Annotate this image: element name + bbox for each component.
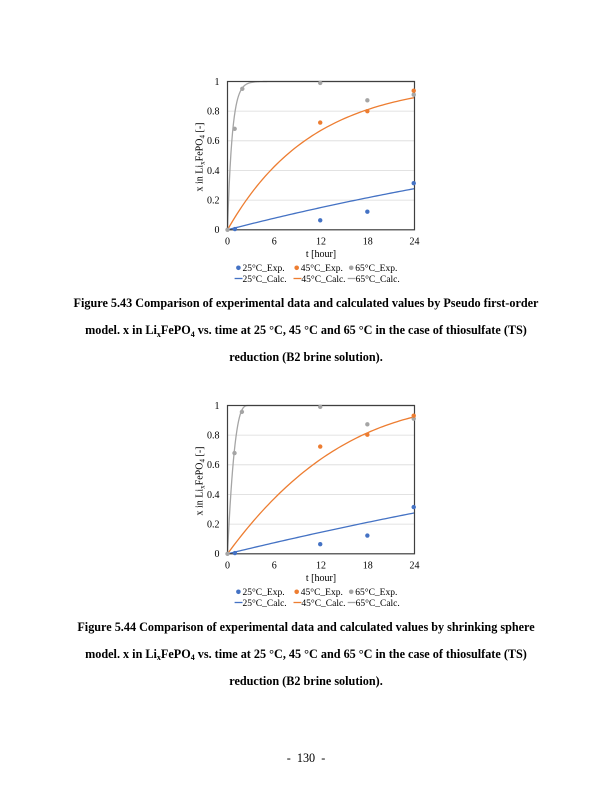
- svg-text:65°C_Exp.: 65°C_Exp.: [355, 263, 397, 274]
- svg-text:0: 0: [215, 225, 220, 236]
- svg-text:45°C_Calc.: 45°C_Calc.: [301, 598, 345, 609]
- svg-text:65°C_Exp.: 65°C_Exp.: [355, 587, 397, 598]
- svg-text:0.6: 0.6: [207, 460, 220, 471]
- svg-text:x in LixFePO4 [-]: x in LixFePO4 [-]: [195, 447, 207, 516]
- svg-text:18: 18: [363, 237, 373, 248]
- svg-text:t [hour]: t [hour]: [306, 573, 336, 584]
- svg-text:0.6: 0.6: [207, 136, 220, 147]
- svg-text:24: 24: [410, 561, 420, 572]
- svg-text:x in LixFePO4 [-]: x in LixFePO4 [-]: [195, 123, 207, 192]
- svg-text:0: 0: [225, 561, 230, 572]
- svg-text:6: 6: [272, 561, 277, 572]
- svg-text:0.4: 0.4: [207, 166, 220, 177]
- svg-text:25°C_Calc.: 25°C_Calc.: [243, 598, 287, 609]
- svg-text:45°C_Exp.: 45°C_Exp.: [301, 263, 343, 274]
- svg-text:6: 6: [272, 237, 277, 248]
- svg-text:1: 1: [215, 401, 220, 412]
- svg-text:1: 1: [215, 77, 220, 88]
- svg-text:0.2: 0.2: [207, 196, 220, 207]
- svg-text:65°C_Calc.: 65°C_Calc.: [356, 274, 400, 285]
- svg-text:65°C_Calc.: 65°C_Calc.: [356, 598, 400, 609]
- svg-text:0.8: 0.8: [207, 431, 220, 442]
- svg-text:45°C_Exp.: 45°C_Exp.: [301, 587, 343, 598]
- svg-text:0: 0: [215, 549, 220, 560]
- svg-text:25°C_Calc.: 25°C_Calc.: [243, 274, 287, 285]
- svg-text:12: 12: [316, 237, 326, 248]
- svg-text:t [hour]: t [hour]: [306, 249, 336, 260]
- svg-text:18: 18: [363, 561, 373, 572]
- svg-text:12: 12: [316, 561, 326, 572]
- svg-text:0.4: 0.4: [207, 490, 220, 501]
- svg-text:25°C_Exp.: 25°C_Exp.: [243, 263, 285, 274]
- svg-text:0.8: 0.8: [207, 107, 220, 118]
- svg-text:25°C_Exp.: 25°C_Exp.: [243, 587, 285, 598]
- svg-text:24: 24: [410, 237, 420, 248]
- svg-text:0: 0: [225, 237, 230, 248]
- svg-text:0.2: 0.2: [207, 520, 220, 531]
- svg-text:45°C_Calc.: 45°C_Calc.: [301, 274, 345, 285]
